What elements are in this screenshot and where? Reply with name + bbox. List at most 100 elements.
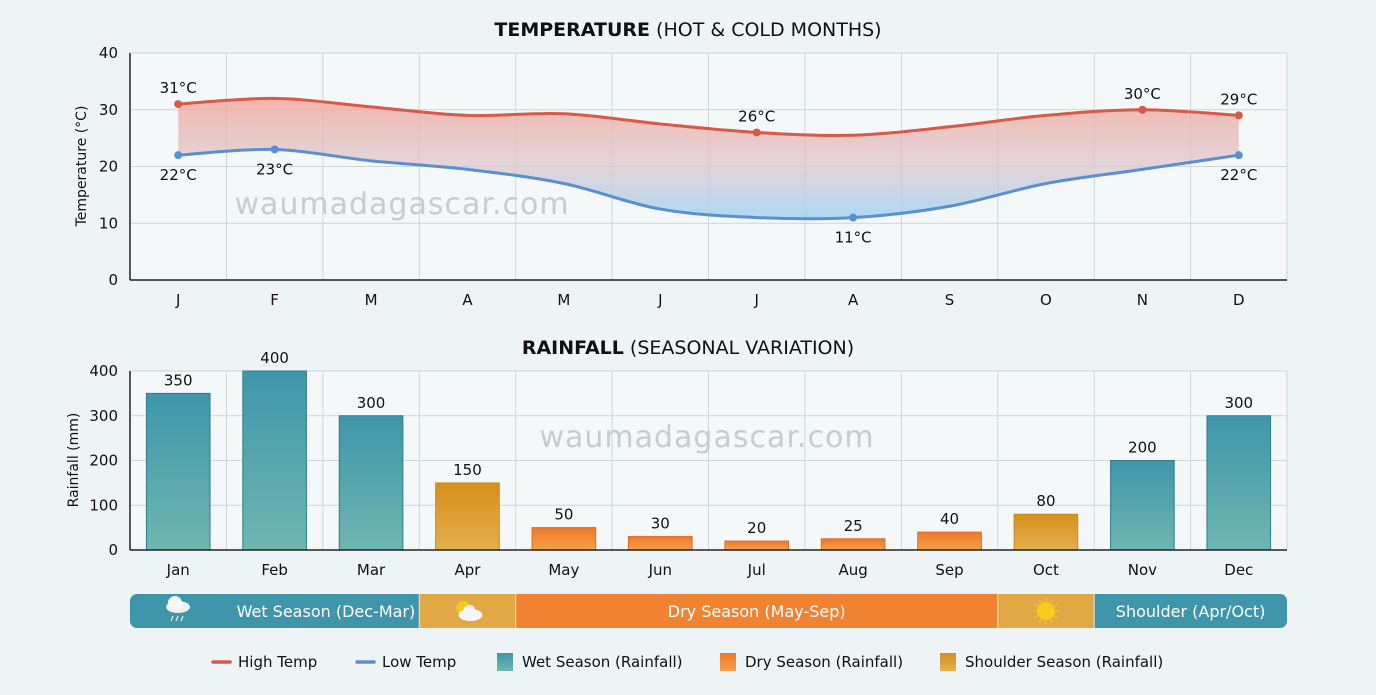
y-tick-label: 20 xyxy=(99,158,118,176)
season-label: Wet Season (Dec-Mar) xyxy=(237,602,416,621)
season-label: Shoulder (Apr/Oct) xyxy=(1116,602,1266,621)
cloud-shape xyxy=(168,596,182,610)
rain-cloud-icon xyxy=(166,596,190,622)
rainfall-title-rest: (SEASONAL VARIATION) xyxy=(624,337,854,359)
bar-shoulder xyxy=(435,482,500,551)
rainfall-y-axis-label: Rainfall (mm) xyxy=(66,413,82,508)
temperature-y-axis-label: Temperature (°C) xyxy=(74,106,90,228)
bar-value-label: 20 xyxy=(747,519,766,537)
temperature-chart: TEMPERATURE (HOT & COLD MONTHS) 0 10 20 30 4… xyxy=(74,19,1288,309)
rainfall-title-bold: RAINFALL xyxy=(522,337,624,359)
data-label: 23°C xyxy=(256,160,293,178)
raindrop xyxy=(180,615,184,622)
bar-value-label: 50 xyxy=(554,506,573,524)
bar-dry xyxy=(627,536,693,551)
x-tick-label: Aug xyxy=(838,561,867,579)
season-band-segments: Wet Season (Dec-Mar) Dry Season (May-Sep)… xyxy=(130,594,1287,628)
high-temp-line xyxy=(178,96,1239,138)
low-temp-point xyxy=(174,151,183,160)
low-temp-line xyxy=(178,147,1240,221)
legend-label: High Temp xyxy=(238,653,317,671)
sun-ray xyxy=(1054,615,1058,619)
y-tick-label: 40 xyxy=(99,44,118,62)
high-temp-point xyxy=(1234,111,1243,120)
sun-ray xyxy=(1054,603,1058,607)
season-segment xyxy=(1094,594,1287,628)
bar-value-label: 350 xyxy=(164,371,193,389)
raindrop xyxy=(170,615,174,622)
bar-wet xyxy=(145,392,211,551)
x-tick-label: Sep xyxy=(935,561,963,579)
x-tick-label: S xyxy=(945,291,955,309)
season-band: Wet Season (Dec-Mar) Dry Season (May-Sep)… xyxy=(130,594,1287,628)
y-tick-label: 10 xyxy=(99,214,118,232)
bar-value-label: 40 xyxy=(940,510,959,528)
bar-dry xyxy=(724,540,790,551)
legend-label: Dry Season (Rainfall) xyxy=(745,653,903,671)
temperature-title-rest: (HOT & COLD MONTHS) xyxy=(650,19,882,41)
data-label: 26°C xyxy=(738,107,775,125)
high-temp-point xyxy=(1138,105,1147,114)
y-tick-label: 30 xyxy=(99,101,118,119)
temperature-title: TEMPERATURE (HOT & COLD MONTHS) xyxy=(494,19,881,41)
x-tick-label: J xyxy=(657,291,662,309)
data-label: 22°C xyxy=(160,166,197,184)
x-tick-label: Oct xyxy=(1033,561,1059,579)
season-segment xyxy=(515,594,998,628)
rainfall-grid: 0 100 200 300 400 xyxy=(89,362,1288,559)
x-tick-label: Feb xyxy=(261,561,288,579)
legend: High Temp Low Temp Wet Season (Rainfall) Dr… xyxy=(211,653,1163,671)
data-label: 22°C xyxy=(1220,166,1257,184)
x-tick-label: J xyxy=(175,291,180,309)
x-tick-label: Jan xyxy=(166,561,190,579)
x-tick-label: F xyxy=(270,291,279,309)
cloud-shape xyxy=(463,605,476,617)
y-tick-label: 400 xyxy=(89,362,118,380)
sun-cloud-icon xyxy=(456,601,483,621)
temperature-title-bold: TEMPERATURE xyxy=(494,19,650,41)
x-tick-label: D xyxy=(1233,291,1245,309)
bar-wet xyxy=(242,370,307,551)
rainfall-title: RAINFALL (SEASONAL VARIATION) xyxy=(522,337,854,359)
sun-ray xyxy=(1034,615,1038,619)
bar-value-label: 30 xyxy=(651,515,670,533)
low-temp-point xyxy=(1234,151,1243,160)
x-tick-label: M xyxy=(365,291,378,309)
watermark: waumadagascar.com xyxy=(234,187,569,222)
sun-shape xyxy=(1036,602,1055,620)
data-label: 29°C xyxy=(1220,90,1257,108)
bar-value-label: 300 xyxy=(1224,394,1253,412)
temperature-range-area xyxy=(178,98,1239,219)
x-tick-label: May xyxy=(548,561,579,579)
x-tick-label: M xyxy=(557,291,570,309)
sun-ray xyxy=(1034,603,1038,607)
x-tick-label: Nov xyxy=(1128,561,1157,579)
wet-legend-swatch xyxy=(497,653,513,671)
bar-wet xyxy=(338,415,404,551)
bar-value-label: 25 xyxy=(844,517,863,535)
high-temp-point xyxy=(752,128,761,137)
data-label: 30°C xyxy=(1124,85,1161,103)
low-temp-point xyxy=(270,145,279,154)
rainfall-plot: 350 Jan 400 Feb 300 Mar 150 Apr 50 May 30 Jun 20 Jul 2… xyxy=(130,349,1287,579)
y-tick-label: 0 xyxy=(108,541,118,559)
bar-wet xyxy=(1110,460,1175,551)
bar-value-label: 300 xyxy=(357,394,386,412)
x-tick-label: Jun xyxy=(648,561,672,579)
high-temp-point xyxy=(174,100,183,109)
x-tick-label: Jul xyxy=(747,561,766,579)
data-label: 31°C xyxy=(160,79,197,97)
bar-shoulder xyxy=(1013,513,1079,551)
bar-value-label: 200 xyxy=(1128,439,1157,457)
x-tick-label: N xyxy=(1137,291,1148,309)
sun-ray xyxy=(1050,599,1054,603)
raindrop xyxy=(175,615,179,622)
x-tick-label: A xyxy=(462,291,473,309)
dry-legend-swatch xyxy=(720,653,736,671)
x-tick-label: A xyxy=(848,291,859,309)
y-tick-label: 200 xyxy=(89,452,118,470)
bar-value-label: 400 xyxy=(260,349,289,367)
rainfall-chart: RAINFALL (SEASONAL VARIATION) 0 100 200 300… xyxy=(66,337,1288,579)
y-tick-label: 300 xyxy=(89,407,118,425)
